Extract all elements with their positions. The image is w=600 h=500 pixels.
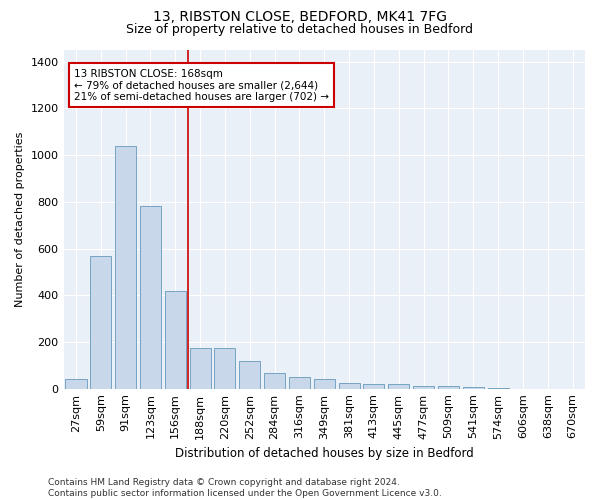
Text: Contains HM Land Registry data © Crown copyright and database right 2024.
Contai: Contains HM Land Registry data © Crown c… bbox=[48, 478, 442, 498]
Bar bbox=[214, 348, 235, 389]
Bar bbox=[165, 290, 186, 388]
Bar bbox=[438, 386, 459, 388]
Bar bbox=[463, 387, 484, 388]
Bar bbox=[239, 360, 260, 388]
Text: 13 RIBSTON CLOSE: 168sqm
← 79% of detached houses are smaller (2,644)
21% of sem: 13 RIBSTON CLOSE: 168sqm ← 79% of detach… bbox=[74, 68, 329, 102]
Bar bbox=[264, 374, 285, 388]
Bar bbox=[289, 377, 310, 388]
Bar bbox=[140, 206, 161, 388]
Bar bbox=[388, 384, 409, 388]
Bar bbox=[115, 146, 136, 388]
Bar bbox=[90, 256, 112, 388]
Bar bbox=[190, 348, 211, 389]
Text: Size of property relative to detached houses in Bedford: Size of property relative to detached ho… bbox=[127, 22, 473, 36]
Bar bbox=[65, 380, 86, 388]
Y-axis label: Number of detached properties: Number of detached properties bbox=[15, 132, 25, 307]
Bar bbox=[314, 379, 335, 388]
X-axis label: Distribution of detached houses by size in Bedford: Distribution of detached houses by size … bbox=[175, 447, 473, 460]
Bar bbox=[364, 384, 385, 388]
Bar bbox=[338, 383, 359, 388]
Bar bbox=[413, 386, 434, 388]
Text: 13, RIBSTON CLOSE, BEDFORD, MK41 7FG: 13, RIBSTON CLOSE, BEDFORD, MK41 7FG bbox=[153, 10, 447, 24]
